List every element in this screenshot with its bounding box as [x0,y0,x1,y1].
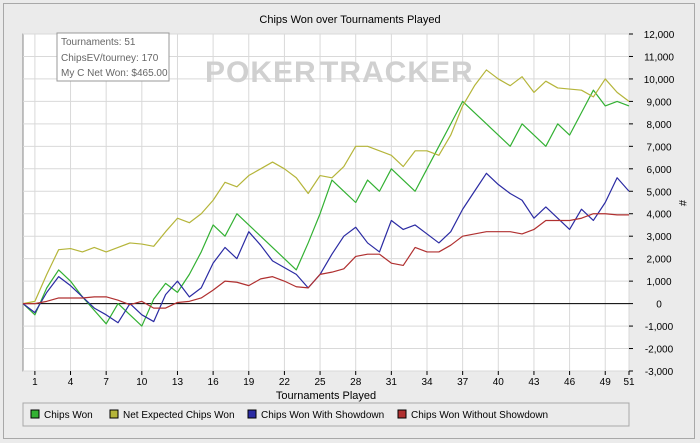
watermark-poker: POKER [205,56,317,89]
x-tick-label: 19 [243,377,255,388]
stats-box-frame [56,32,170,82]
x-tick-label: 10 [136,377,148,388]
y-tick-label: 6,000 [646,165,671,176]
legend-label: Chips Won Without Showdown [411,410,548,421]
x-tick-label: 34 [421,377,433,388]
plot-area [22,33,630,372]
y-tick-label: 2,000 [646,255,671,266]
net-expected-line [22,69,630,305]
legend-label: Chips Won [44,410,93,421]
y-axis-ticks: -3,000 -2,000 -1,000 0 1,000 2,000 3,000 4,000 5… [629,30,675,378]
x-tick-label: 40 [493,377,505,388]
x-tick-label: 49 [600,377,612,388]
y-tick-label: 5,000 [646,187,671,198]
without-showdown-line [23,213,629,309]
y-tick-label: 10,000 [644,75,675,86]
x-tick-label: 4 [68,377,74,388]
x-tick-label: 13 [172,377,184,388]
chips-won-line [22,89,630,327]
y-tick-label: -1,000 [645,322,674,333]
stats-box: Tournaments: 51 ChipsEV/tourney: 170 My … [56,32,170,82]
y-tick-label: 3,000 [646,232,671,243]
chart-title: Chips Won over Tournaments Played [259,14,440,26]
x-tick-label: 37 [457,377,469,388]
y-tick-label: 8,000 [646,120,671,131]
legend-label: Net Expected Chips Won [123,410,235,421]
legend-frame [22,402,630,427]
legend-net-expected: Net Expected Chips Won [109,409,235,421]
legend: Chips Won Net Expected Chips Won Chips Won… [22,402,630,427]
x-tick-label: 31 [386,377,398,388]
legend-swatch [30,409,40,419]
y-tick-label: 4,000 [646,210,671,221]
y-tick-label: 7,000 [646,142,671,153]
x-tick-label: 16 [208,377,220,388]
y-tick-label: 1,000 [646,277,671,288]
legend-swatch [247,409,257,419]
y-axis-label: # [676,200,688,207]
y-tick-label: -2,000 [645,345,674,356]
x-tick-label: 51 [623,377,635,388]
x-tick-label: 22 [279,377,291,388]
x-axis-ticks: 1 4 7 10 13 16 19 22 25 28 31 34 37 40 43 46 49 51 [32,371,635,388]
stats-tournaments: Tournaments: 51 [61,37,136,48]
legend-without-showdown: Chips Won Without Showdown [397,409,548,421]
watermark: POKER TRACKER [205,56,474,89]
y-tick-label: -3,000 [645,367,674,378]
y-tick-label: 9,000 [646,97,671,108]
series-lines [22,69,630,327]
y-tick-label: 11,000 [644,52,674,63]
watermark-tracker: TRACKER [320,56,474,89]
x-tick-label: 46 [564,377,576,388]
y-tick-label: 0 [656,300,662,311]
x-tick-label: 43 [528,377,540,388]
x-tick-label: 1 [32,377,38,388]
stats-net-won: My C Net Won: $465.00 [61,68,168,79]
stats-chips-ev: ChipsEV/tourney: 170 [61,53,159,64]
x-axis-label: Tournaments Played [276,390,376,402]
legend-swatch [109,409,119,419]
legend-chips-won: Chips Won [30,409,93,421]
x-tick-label: 7 [103,377,109,388]
x-tick-label: 28 [350,377,362,388]
with-showdown-line [22,172,630,324]
x-tick-label: 25 [314,377,326,388]
legend-label: Chips Won With Showdown [261,410,384,421]
legend-with-showdown: Chips Won With Showdown [247,409,384,421]
legend-swatch [397,409,407,419]
y-tick-label: 12,000 [644,30,675,41]
